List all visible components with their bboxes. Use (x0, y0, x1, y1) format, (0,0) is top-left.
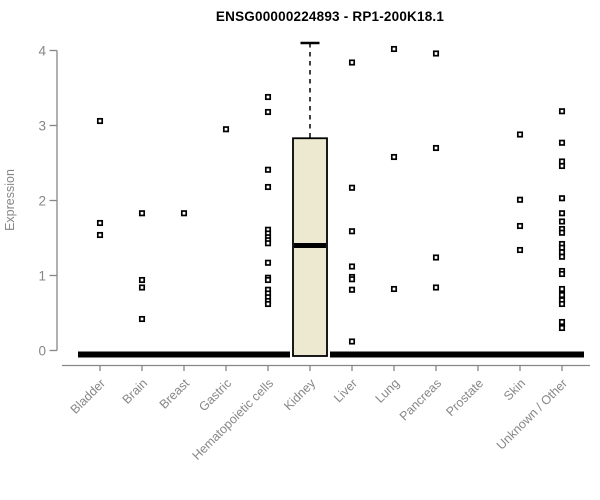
outlier-point (558, 285, 566, 293)
outlier-point (558, 229, 566, 236)
x-tick-label: Bladder (68, 376, 108, 416)
zero-median-bar (456, 351, 500, 358)
outlier-point (390, 285, 398, 293)
x-tick-label: Unknown / Other (494, 376, 570, 452)
outlier-point (264, 93, 272, 101)
outlier-point (264, 108, 272, 116)
outlier-point (432, 144, 440, 152)
zero-median-bar (120, 351, 164, 358)
y-tick-label: 0 (38, 343, 46, 358)
outlier-point (264, 276, 272, 284)
outlier-point (138, 276, 146, 284)
y-axis-title: Expression (3, 169, 17, 231)
outlier-point (558, 300, 566, 308)
outlier-point (390, 45, 398, 53)
outlier-point (348, 338, 356, 345)
zero-median-bar (330, 351, 374, 358)
outlier-point (558, 253, 566, 260)
x-tick-label: Prostate (443, 376, 486, 419)
zero-median-bar (78, 351, 122, 358)
x-tick-label: Gastric (196, 376, 234, 414)
outlier-point (96, 231, 104, 239)
zero-median-bar (414, 351, 458, 358)
x-tick-label: Pancreas (397, 376, 444, 423)
zero-median-bar (372, 351, 416, 358)
outlier-point (348, 184, 356, 191)
outlier-point (348, 59, 356, 66)
outlier-point (432, 254, 440, 261)
x-tick-label: Kidney (281, 376, 318, 413)
outlier-point (264, 259, 272, 266)
outlier-point (558, 139, 566, 146)
outlier-point (138, 284, 146, 291)
outlier-point (558, 210, 566, 217)
x-tick-label: Hematopoietic cells (190, 376, 277, 463)
outlier-point (558, 218, 566, 225)
y-tick-label: 4 (38, 43, 46, 58)
outlier-point (138, 210, 146, 217)
zero-median-bar (498, 351, 542, 358)
zero-median-bar (162, 351, 206, 358)
outlier-point (96, 219, 104, 227)
x-tick-label: Liver (331, 376, 360, 405)
x-tick-label: Brain (120, 376, 151, 407)
outlier-point (516, 196, 524, 203)
outlier-point (558, 291, 566, 299)
outlier-point (348, 263, 356, 270)
outlier-point (432, 50, 440, 57)
outlier-point (516, 246, 524, 254)
outlier-point (348, 286, 356, 293)
chart-title: ENSG00000224893 - RP1-200K18.1 (215, 9, 445, 24)
outlier-point (432, 284, 440, 291)
zero-median-bar (204, 351, 248, 358)
outlier-point (558, 108, 566, 115)
zero-median-bar (246, 351, 290, 358)
outlier-point (96, 117, 104, 125)
outlier-point (516, 222, 524, 230)
outlier-point (348, 276, 356, 283)
outlier-point (348, 228, 356, 235)
x-tick-label: Breast (157, 376, 193, 412)
outlier-point (558, 270, 566, 278)
outlier-point (558, 195, 566, 202)
outlier-point (264, 300, 272, 308)
y-tick-label: 1 (38, 268, 46, 283)
x-tick-label: Skin (501, 376, 528, 403)
x-tick-label: Lung (373, 376, 403, 406)
outlier-point (390, 153, 398, 161)
outlier-point (264, 183, 272, 191)
y-tick-label: 2 (38, 193, 46, 208)
outlier-point (558, 324, 566, 332)
outlier-point (558, 318, 566, 326)
outlier-point (222, 126, 230, 133)
outlier-point (138, 315, 146, 323)
y-tick-label: 3 (38, 118, 46, 133)
zero-median-bar (540, 351, 584, 358)
outlier-point (264, 166, 272, 173)
box-median-line (294, 243, 326, 248)
outlier-point (558, 162, 566, 170)
outlier-point (516, 131, 524, 138)
outlier-point (180, 210, 188, 217)
outlier-point (264, 240, 272, 247)
